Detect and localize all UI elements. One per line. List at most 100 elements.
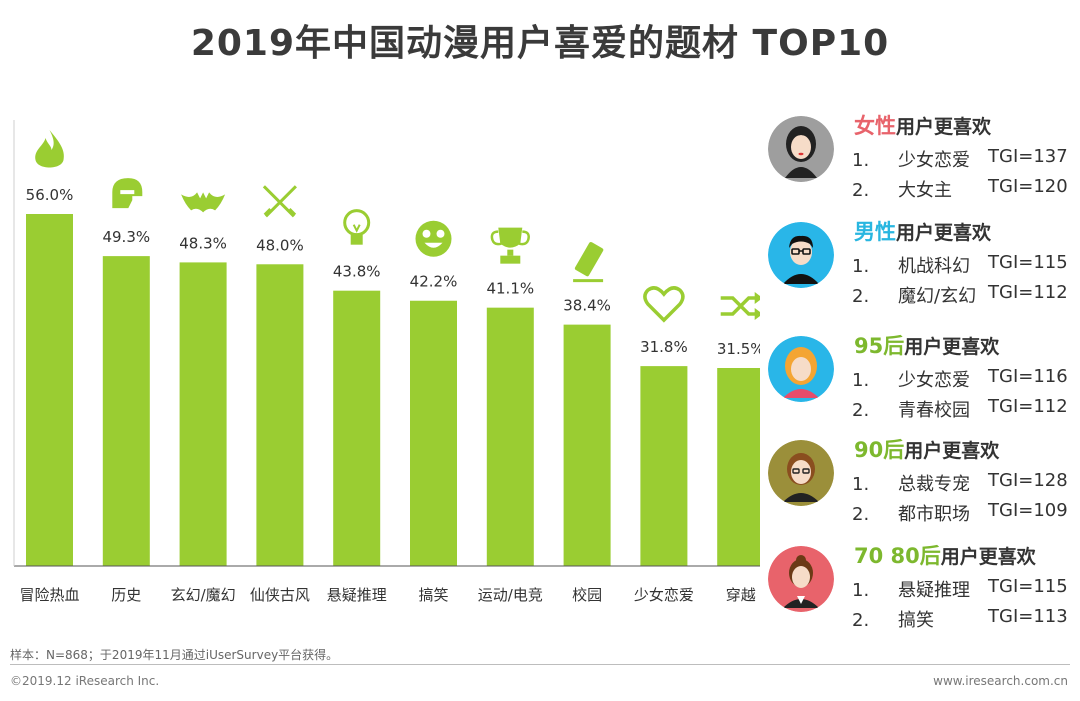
bar-chart: 56.0% 冒险热血 49.3% 历史 48.3% 玄幻/魔幻 48.0% 仙侠古风 43.8%… <box>13 120 760 604</box>
category-label: 少女恋爱 <box>634 586 694 604</box>
data-label: 31.5% <box>717 340 760 358</box>
row-tgi: TGI=112 <box>988 282 1068 303</box>
category-label: 穿越 <box>726 586 756 604</box>
row-tgi: TGI=113 <box>988 606 1068 627</box>
panel-title-prefix: 男性 <box>854 220 896 244</box>
row-tgi: TGI=112 <box>988 396 1068 417</box>
panel-title-prefix: 90后 <box>854 438 905 462</box>
row-name: 青春校园 <box>898 400 970 421</box>
data-label: 38.4% <box>563 297 611 315</box>
row-tgi: TGI=137 <box>988 146 1068 167</box>
data-label: 31.8% <box>640 338 688 356</box>
bar-悬疑推理 <box>333 290 381 566</box>
data-label: 56.0% <box>26 186 74 204</box>
businesswoman-avatar-icon <box>768 546 834 612</box>
trophy-icon <box>490 227 530 264</box>
bat-icon <box>181 192 226 213</box>
lightbulb-icon <box>343 209 371 245</box>
row-number: 1. <box>852 580 870 601</box>
row-name: 机战科幻 <box>898 256 970 277</box>
row-tgi: TGI=128 <box>988 470 1068 491</box>
row-number: 1. <box>852 150 870 171</box>
row-name: 少女恋爱 <box>898 370 970 391</box>
data-label: 49.3% <box>102 228 150 246</box>
row-number: 2. <box>852 180 870 201</box>
panel-title-suffix: 用户更喜欢 <box>904 336 1000 358</box>
bar-玄幻/魔幻 <box>179 262 227 566</box>
panel-row: 1. 少女恋爱 TGI=116 <box>852 366 1068 392</box>
male-avatar-icon <box>768 222 834 288</box>
panel-title: 女性用户更喜欢 <box>854 110 991 140</box>
row-tgi: TGI=115 <box>988 252 1068 273</box>
row-name: 悬疑推理 <box>898 580 970 601</box>
row-name: 少女恋爱 <box>898 150 970 171</box>
smiley-icon <box>415 220 452 257</box>
panel-title-suffix: 用户更喜欢 <box>896 222 992 244</box>
panel-title-suffix: 用户更喜欢 <box>940 546 1036 568</box>
shuffle-icon <box>720 292 760 320</box>
panel-row: 2. 搞笑 TGI=113 <box>852 606 1068 632</box>
row-number: 1. <box>852 370 870 391</box>
copyright: ©2019.12 iResearch Inc. <box>10 674 160 688</box>
category-label: 历史 <box>111 586 141 604</box>
category-label: 仙侠古风 <box>250 586 310 604</box>
data-label: 48.3% <box>179 234 227 252</box>
row-number: 2. <box>852 504 870 525</box>
data-label: 42.2% <box>410 273 458 291</box>
helmet-icon <box>112 178 143 209</box>
row-name: 都市职场 <box>898 504 970 525</box>
row-number: 2. <box>852 610 870 631</box>
panel-row: 2. 魔幻/玄幻 TGI=112 <box>852 282 1068 308</box>
bar-仙侠古风 <box>256 264 304 566</box>
row-name: 总裁专宠 <box>898 474 970 495</box>
panel-row: 1. 总裁专宠 TGI=128 <box>852 470 1068 496</box>
category-label: 搞笑 <box>418 586 448 604</box>
panel-title-prefix: 女性 <box>854 114 896 138</box>
data-label: 48.0% <box>256 236 304 254</box>
row-number: 1. <box>852 474 870 495</box>
panel-title-prefix: 95后 <box>854 334 905 358</box>
row-number: 1. <box>852 256 870 277</box>
panel-title-prefix: 70 80后 <box>854 544 941 568</box>
category-label: 运动/电竞 <box>478 586 543 604</box>
category-label: 玄幻/魔幻 <box>171 586 236 604</box>
panel-row: 1. 机战科幻 TGI=115 <box>852 252 1068 278</box>
row-tgi: TGI=115 <box>988 576 1068 597</box>
row-number: 2. <box>852 286 870 307</box>
row-tgi: TGI=120 <box>988 176 1068 197</box>
row-name: 搞笑 <box>898 610 934 631</box>
eraser-icon <box>573 242 604 283</box>
row-name: 大女主 <box>898 180 952 201</box>
panel-row: 1. 悬疑推理 TGI=115 <box>852 576 1068 602</box>
row-name: 魔幻/玄幻 <box>898 286 977 307</box>
bar-冒险热血 <box>26 214 73 566</box>
bar-少女恋爱 <box>640 366 688 566</box>
row-tgi: TGI=116 <box>988 366 1068 387</box>
panel-row: 1. 少女恋爱 TGI=137 <box>852 146 1068 172</box>
panel-title: 男性用户更喜欢 <box>854 216 991 246</box>
bar-运动/电竞 <box>486 307 534 566</box>
bar-搞笑 <box>410 300 457 566</box>
row-number: 2. <box>852 400 870 421</box>
panel-title-suffix: 用户更喜欢 <box>904 440 1000 462</box>
heart-icon <box>643 286 685 323</box>
data-label: 43.8% <box>333 263 381 281</box>
chart-title: 2019年中国动漫用户喜爱的题材 TOP10 <box>190 23 890 64</box>
girl-avatar-icon <box>768 336 834 402</box>
panel-title: 70 80后用户更喜欢 <box>854 540 1036 570</box>
panel-row: 2. 都市职场 TGI=109 <box>852 500 1068 526</box>
bar-历史 <box>102 256 150 566</box>
panel-title: 90后用户更喜欢 <box>854 434 999 464</box>
category-label: 冒险热血 <box>19 586 79 604</box>
crossed-swords-icon <box>262 185 297 218</box>
panel-row: 2. 大女主 TGI=120 <box>852 176 1068 202</box>
category-label: 校园 <box>572 586 602 604</box>
category-label: 悬疑推理 <box>327 586 387 604</box>
bar-穿越 <box>717 368 760 566</box>
website-url: www.iresearch.com.cn <box>933 674 1068 688</box>
footer-divider <box>10 664 1070 665</box>
row-tgi: TGI=109 <box>988 500 1068 521</box>
panel-title: 95后用户更喜欢 <box>854 330 999 360</box>
bar-校园 <box>563 324 611 566</box>
flame-icon <box>35 130 64 168</box>
